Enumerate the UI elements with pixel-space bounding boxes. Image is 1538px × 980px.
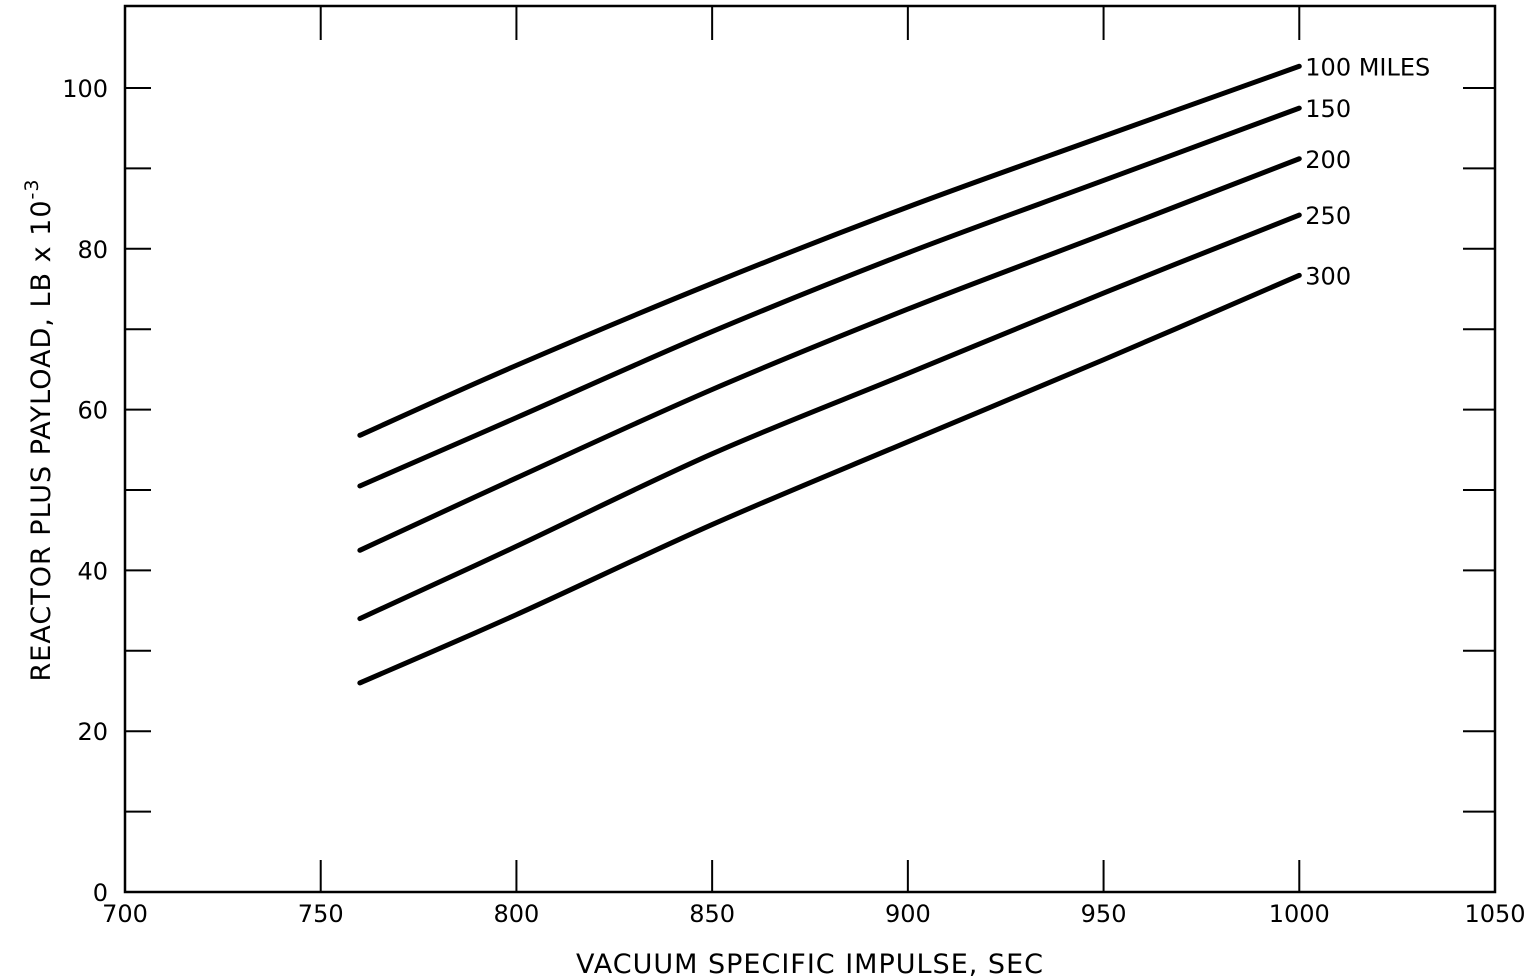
series-labels: 100 MILES 150 200 250 300 (1305, 53, 1430, 290)
series-label: 100 MILES (1305, 53, 1430, 81)
series-line (357, 212, 1302, 622)
x-tick-label: 1050 (1464, 900, 1525, 928)
plot-frame (123, 4, 1497, 894)
series-label: 300 (1305, 262, 1351, 290)
y-axis-title: REACTOR PLUS PAYLOAD, LB x 10-3 (21, 179, 57, 682)
series-lines (357, 63, 1302, 686)
x-tick-label: 700 (102, 900, 148, 928)
x-tick-label: 1000 (1269, 900, 1330, 928)
x-tick-label: 900 (885, 900, 931, 928)
series-label: 250 (1305, 202, 1351, 230)
x-tick-label: 850 (689, 900, 735, 928)
x-tick-label: 800 (494, 900, 540, 928)
series-line (357, 272, 1302, 686)
series-line (357, 105, 1302, 489)
x-tick-label: 750 (298, 900, 344, 928)
y-axis-title-exponent: -3 (21, 179, 43, 200)
y-tick-label: 60 (77, 397, 108, 425)
y-tick-labels: 0 20 40 60 80 100 (62, 75, 108, 907)
series-line (357, 63, 1302, 438)
y-tick-label: 20 (77, 718, 108, 746)
x-axis-title: VACUUM SPECIFIC IMPULSE, SEC (576, 949, 1044, 980)
series-label: 150 (1305, 95, 1351, 123)
series-line (357, 156, 1302, 553)
y-tick-label: 40 (77, 557, 108, 585)
x-tick-labels: 700 750 800 850 900 950 1000 1050 (102, 900, 1525, 928)
y-tick-label: 0 (93, 879, 108, 907)
y-tick-label: 100 (62, 75, 108, 103)
axis-ticks (125, 6, 1495, 892)
y-axis-title-main: REACTOR PLUS PAYLOAD, LB x 10 (26, 199, 57, 681)
x-tick-label: 950 (1081, 900, 1127, 928)
y-tick-label: 80 (77, 236, 108, 264)
series-label: 200 (1305, 146, 1351, 174)
